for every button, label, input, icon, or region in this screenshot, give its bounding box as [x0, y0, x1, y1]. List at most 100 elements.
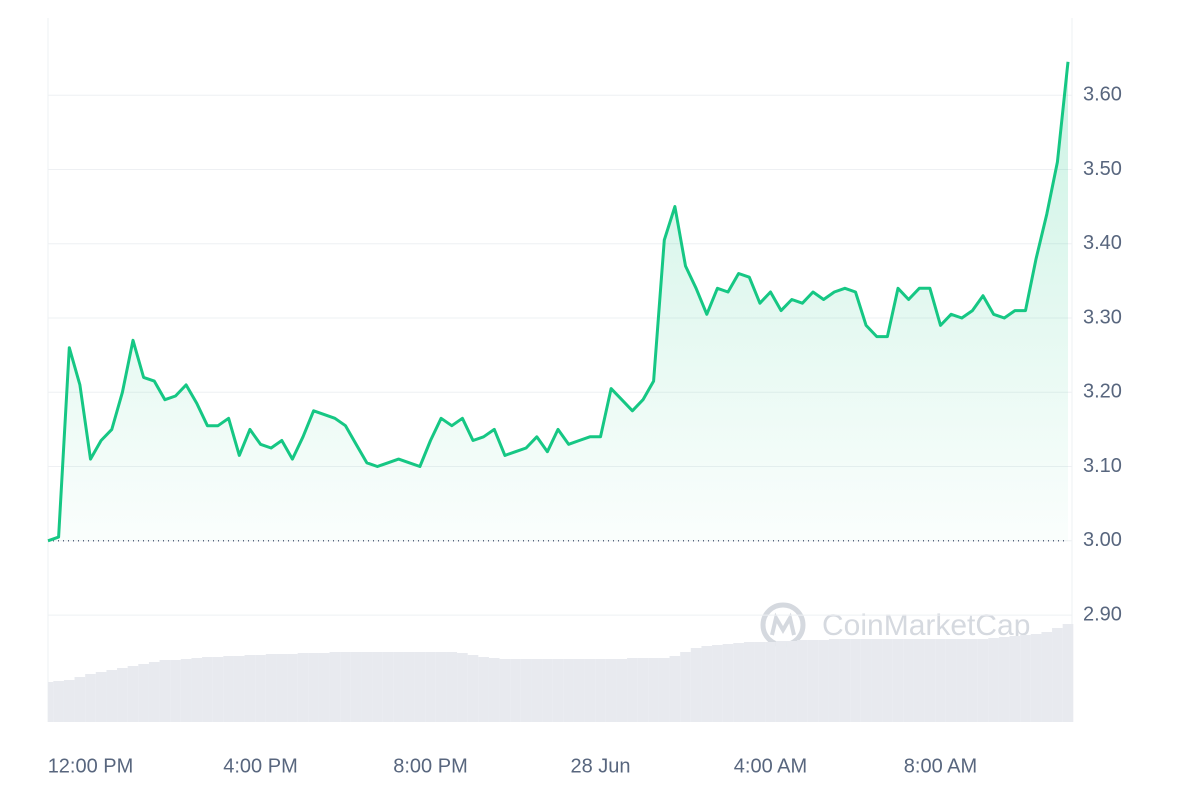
volume-bar: [743, 642, 755, 722]
volume-bar: [754, 642, 766, 722]
volume-bar: [595, 659, 606, 722]
price-area: [48, 61, 1068, 541]
volume-bar: [552, 659, 564, 722]
volume-bar: [1041, 632, 1053, 722]
volume-bar: [329, 652, 341, 722]
volume-bar: [403, 652, 415, 722]
volume-bar: [967, 639, 978, 722]
volume-bar: [605, 659, 617, 722]
volume-bar: [733, 643, 744, 722]
volume-bar: [786, 641, 798, 722]
volume-bar: [765, 642, 776, 722]
volume-bar: [945, 639, 957, 722]
volume-bar: [361, 652, 373, 722]
volume-bar: [202, 657, 213, 722]
x-tick-label: 28 Jun: [570, 755, 630, 777]
volume-bar: [297, 653, 309, 722]
volume-bar: [627, 658, 638, 722]
volume-bar: [913, 639, 925, 722]
volume-bar: [924, 639, 936, 722]
volume-bar: [690, 648, 702, 722]
volume-bar: [85, 674, 96, 722]
volume-bar: [637, 658, 649, 722]
y-tick-label: 3.60: [1083, 84, 1122, 106]
x-tick-label: 4:00 PM: [223, 755, 297, 777]
volume-bar: [658, 658, 670, 722]
volume-bar: [212, 657, 224, 722]
volume-bar: [106, 670, 118, 722]
volume-bar: [127, 666, 139, 722]
volume-bar: [117, 668, 128, 722]
volume-bar: [680, 652, 691, 722]
volume-bar: [860, 639, 872, 722]
volume-bar: [850, 639, 861, 722]
volume-bar: [616, 659, 628, 722]
volume-bar: [414, 652, 426, 722]
y-tick-label: 3.40: [1083, 232, 1122, 254]
y-tick-label: 2.90: [1083, 603, 1122, 625]
volume-bar: [712, 645, 723, 722]
volume-bar: [563, 659, 574, 722]
volume-bar: [308, 653, 319, 722]
volume-bar: [1052, 628, 1063, 722]
volume-bar: [287, 654, 298, 722]
volume-bar: [499, 659, 511, 722]
volume-bar: [340, 652, 351, 722]
volume-bar: [531, 659, 543, 722]
volume-bar: [170, 660, 181, 722]
y-tick-label: 3.10: [1083, 455, 1122, 477]
y-tick-label: 3.30: [1083, 306, 1122, 328]
volume-bar: [903, 639, 914, 722]
x-tick-label: 4:00 AM: [734, 755, 807, 777]
volume-bar: [233, 656, 245, 722]
volume-bar: [828, 639, 840, 722]
volume-bar: [255, 655, 266, 722]
volume-bar: [457, 653, 468, 722]
volume-bar: [159, 660, 171, 722]
volume-bar: [584, 659, 596, 722]
volume-bar: [1030, 634, 1042, 722]
volume-bar: [425, 652, 436, 722]
volume-bar: [435, 652, 447, 722]
volume-bar: [573, 659, 585, 722]
volume-bar: [542, 659, 553, 722]
volume-bar: [467, 655, 479, 722]
volume-bar: [223, 656, 234, 722]
x-tick-label: 8:00 PM: [393, 755, 467, 777]
volume-bar: [265, 654, 277, 722]
volume-bar: [977, 639, 989, 722]
volume-bar: [775, 641, 787, 722]
volume-bar: [318, 653, 330, 722]
watermark-text: CoinMarketCap: [822, 609, 1030, 642]
volume-bar: [797, 640, 808, 722]
volume-bar: [956, 639, 968, 722]
volume-bar: [892, 639, 904, 722]
volume-bar: [180, 659, 192, 722]
volume-bar: [722, 644, 734, 722]
volume-bar: [48, 682, 54, 722]
volume-bar: [95, 672, 107, 722]
volume-bar: [818, 640, 829, 722]
volume-bar: [350, 652, 362, 722]
volume-bar: [372, 652, 383, 722]
volume-bar: [478, 657, 489, 722]
volume-bar: [63, 680, 75, 722]
volume-bar: [138, 664, 149, 722]
volume-bar: [998, 637, 1010, 722]
volume-bar: [701, 646, 713, 722]
volume-bar: [882, 639, 893, 722]
watermark: CoinMarketCap: [760, 602, 1030, 648]
volume-bar: [276, 654, 288, 722]
volume-bar: [446, 652, 458, 722]
y-tick-label: 3.50: [1083, 158, 1122, 180]
volume-bar: [648, 658, 659, 722]
y-tick-label: 3.00: [1083, 529, 1122, 551]
volume-bar: [669, 656, 681, 722]
volume-bar: [935, 639, 946, 722]
volume-bar: [1020, 635, 1031, 722]
x-tick-label: 12:00 PM: [48, 755, 134, 777]
volume-bar: [53, 681, 64, 722]
volume-bar: [191, 658, 203, 722]
